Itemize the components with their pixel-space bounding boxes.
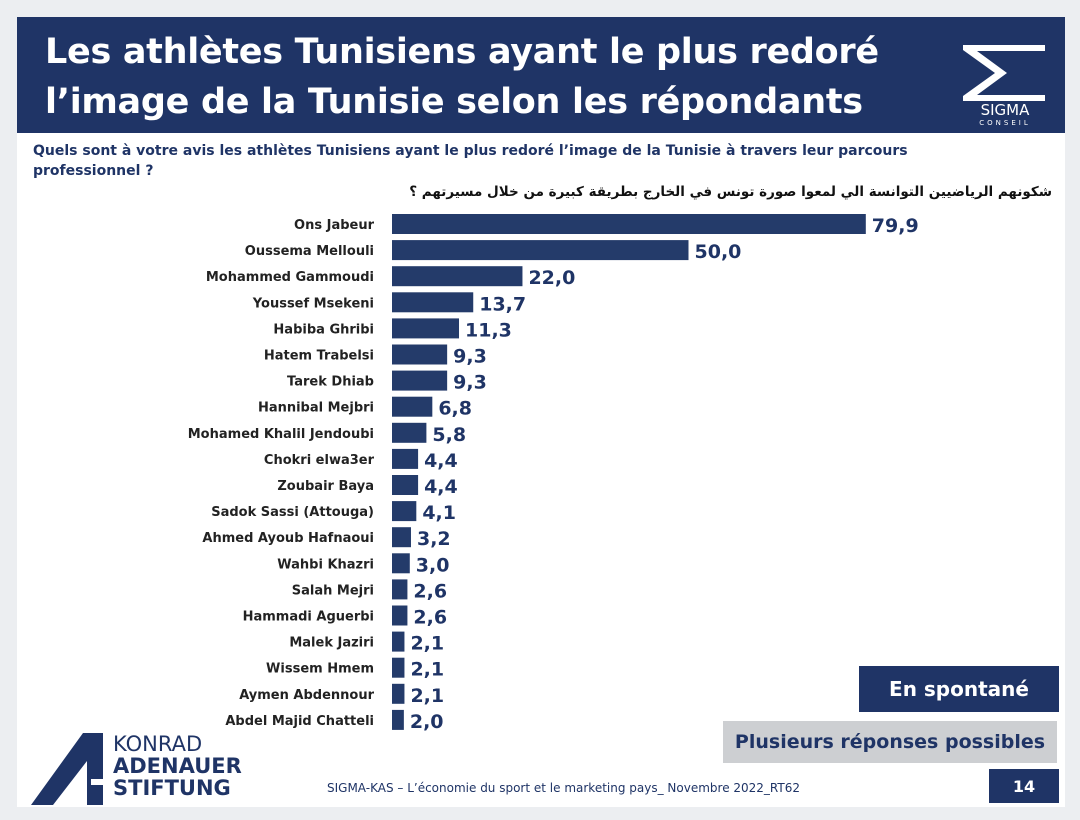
category-label: Wissem Hmem	[266, 662, 374, 677]
category-label: Oussema Mellouli	[245, 244, 374, 259]
category-label: Ons Jabeur	[294, 218, 375, 233]
value-label: 2,6	[413, 607, 447, 629]
value-label: 2,1	[410, 685, 444, 707]
bar	[392, 475, 419, 495]
question-french: Quels sont à votre avis les athlètes Tun…	[33, 143, 908, 179]
value-label: 4,4	[424, 476, 458, 498]
category-label: Hannibal Mejbri	[258, 401, 374, 416]
category-label: Zoubair Baya	[277, 479, 374, 494]
bar	[392, 683, 405, 704]
bar	[392, 370, 448, 391]
category-label: Malek Jaziri	[289, 636, 374, 651]
kas-line-1: KONRAD	[113, 732, 203, 756]
category-label: Hammadi Aguerbi	[243, 610, 374, 625]
value-label: 9,3	[453, 372, 487, 394]
value-label: 13,7	[479, 293, 526, 315]
sigma-logo-subtext: CONSEIL	[979, 119, 1030, 127]
bar	[392, 657, 405, 678]
value-label: 79,9	[872, 215, 919, 237]
category-label: Hatem Trabelsi	[264, 349, 374, 364]
multiple-answers-badge: Plusieurs réponses possibles	[723, 721, 1057, 763]
slide: Les athlètes Tunisiens ayant le plus red…	[17, 17, 1065, 807]
value-label: 4,1	[422, 502, 456, 524]
category-label: Habiba Ghribi	[273, 322, 374, 337]
page-title: Les athlètes Tunisiens ayant le plus red…	[45, 32, 879, 122]
bar	[392, 448, 419, 469]
bar	[392, 240, 689, 261]
bar	[392, 292, 474, 313]
category-label: Salah Mejri	[292, 583, 374, 598]
value-label: 2,1	[410, 659, 444, 681]
bar	[392, 318, 460, 339]
kas-logo-text: KONRAD ADENAUER STIFTUNG	[113, 733, 242, 799]
sigma-logo-text: SIGMA	[981, 101, 1031, 119]
spontaneous-badge: En spontané	[859, 666, 1059, 712]
value-label: 4,4	[424, 450, 458, 472]
category-label: Wahbi Khazri	[277, 557, 374, 572]
bar	[392, 605, 408, 626]
category-label: Chokri elwa3er	[264, 453, 375, 468]
bar	[392, 631, 405, 652]
bar	[392, 709, 404, 730]
category-label: Mohammed Gammoudi	[206, 270, 374, 285]
bar	[392, 579, 408, 600]
kas-line-3: STIFTUNG	[113, 776, 231, 800]
value-label: 2,0	[410, 711, 444, 733]
kas-line-2: ADENAUER	[113, 754, 242, 778]
kas-logo-icon	[31, 733, 107, 805]
category-label: Ahmed Ayoub Hafnaoui	[202, 531, 374, 546]
value-label: 50,0	[695, 241, 742, 263]
bar	[392, 396, 433, 417]
category-label: Sadok Sassi (Attouga)	[211, 505, 374, 520]
bar-chart: Ons Jabeur 79,9 Oussema Mellouli 50,0 Mohamm…	[188, 214, 919, 733]
value-label: 9,3	[453, 346, 487, 368]
bar	[392, 266, 523, 287]
page-number: 14	[989, 769, 1059, 803]
value-label: 6,8	[438, 398, 472, 420]
category-label: Youssef Msekeni	[252, 296, 374, 311]
value-label: 3,2	[417, 528, 451, 550]
value-label: 5,8	[432, 424, 466, 446]
category-label: Abdel Majid Chatteli	[225, 714, 374, 729]
category-label: Tarek Dhiab	[287, 375, 374, 390]
sigma-logo: SIGMA CONSEIL	[963, 45, 1045, 127]
value-label: 22,0	[528, 267, 575, 289]
bar	[392, 214, 866, 234]
header-banner: Les athlètes Tunisiens ayant le plus red…	[17, 17, 1065, 133]
bar	[392, 501, 417, 522]
category-label: Aymen Abdennour	[239, 688, 374, 703]
category-label: Mohamed Khalil Jendoubi	[188, 427, 374, 442]
value-label: 11,3	[465, 319, 512, 341]
bar	[392, 422, 427, 443]
footer-source: SIGMA-KAS – L’économie du sport et le ma…	[327, 781, 800, 795]
bar	[392, 527, 411, 548]
value-label: 3,0	[416, 554, 450, 576]
bar	[392, 553, 410, 574]
bar	[392, 344, 448, 365]
sigma-icon	[963, 45, 1045, 101]
question-arabic: شكونهم الرياضيين التوانسة الي لمعوا صورة…	[409, 184, 1052, 200]
value-label: 2,6	[413, 580, 447, 602]
value-label: 2,1	[410, 633, 444, 655]
